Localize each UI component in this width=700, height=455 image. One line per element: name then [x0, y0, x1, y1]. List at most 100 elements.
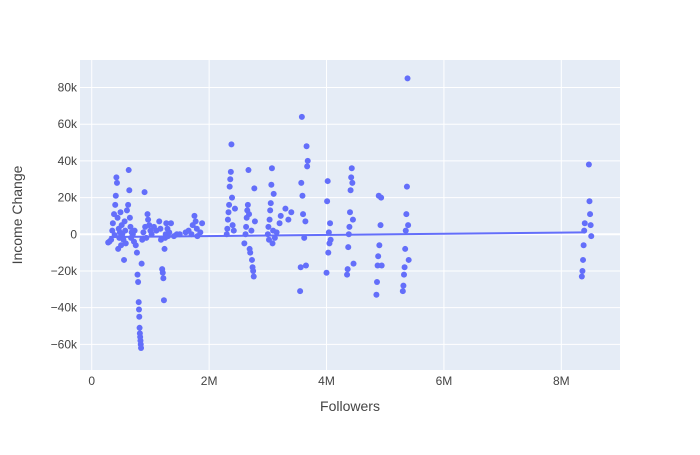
data-point	[282, 205, 289, 212]
data-point	[405, 222, 412, 229]
data-point	[224, 225, 231, 232]
data-point	[285, 216, 292, 223]
data-point	[127, 223, 134, 230]
data-point	[347, 187, 354, 194]
data-point	[267, 207, 274, 214]
data-point	[133, 249, 140, 256]
data-point	[374, 262, 381, 269]
data-point	[346, 223, 353, 230]
data-point	[324, 178, 331, 185]
data-point	[350, 260, 357, 267]
y-tick-labels: −60k −40k −20k 0 20k 40k 60k 80k	[51, 81, 78, 352]
data-point	[581, 220, 588, 227]
data-point	[268, 165, 275, 172]
data-point	[125, 201, 132, 208]
data-point	[585, 161, 592, 168]
data-point	[344, 271, 351, 278]
data-point	[581, 227, 588, 234]
x-tick-label: 2M	[201, 374, 218, 388]
data-point	[113, 179, 120, 186]
data-point	[302, 262, 309, 269]
data-point	[324, 198, 331, 205]
data-point	[276, 220, 283, 227]
data-point	[144, 211, 151, 218]
data-point	[161, 245, 168, 252]
data-point	[580, 256, 587, 263]
data-point	[121, 256, 128, 263]
data-point	[148, 231, 155, 238]
data-point	[231, 205, 238, 212]
data-point	[226, 183, 233, 190]
data-point	[251, 218, 258, 225]
data-point	[378, 262, 385, 269]
data-point	[114, 214, 121, 221]
data-point	[304, 157, 311, 164]
data-point	[248, 227, 255, 234]
data-point	[375, 253, 382, 260]
data-point	[241, 240, 248, 247]
data-point	[302, 218, 309, 225]
data-point	[242, 231, 249, 238]
x-tick-label: 4M	[318, 374, 335, 388]
data-point	[111, 232, 118, 239]
data-point	[400, 282, 407, 289]
data-point	[134, 271, 141, 278]
data-point	[191, 212, 198, 219]
data-point	[192, 218, 199, 225]
data-point	[199, 220, 206, 227]
data-point	[378, 194, 385, 201]
data-point	[267, 200, 274, 207]
data-point	[374, 278, 380, 285]
data-point	[269, 240, 276, 247]
data-point	[126, 187, 133, 194]
data-point	[176, 231, 183, 238]
data-point	[136, 313, 143, 320]
x-axis-title: Followers	[320, 398, 380, 414]
data-point	[277, 212, 284, 219]
data-point	[230, 227, 237, 234]
data-point	[405, 256, 412, 263]
data-point	[345, 231, 352, 238]
data-point	[578, 273, 585, 280]
data-point	[403, 211, 410, 218]
data-point	[166, 229, 173, 236]
data-point	[145, 216, 152, 223]
data-point	[299, 192, 306, 199]
data-point	[376, 242, 383, 249]
y-tick-label: −40k	[51, 301, 78, 315]
data-point	[163, 220, 170, 227]
data-point	[580, 242, 587, 249]
data-point	[138, 344, 145, 351]
data-point	[402, 227, 409, 234]
data-point	[138, 260, 145, 267]
data-point	[403, 183, 410, 190]
data-point	[251, 185, 258, 192]
data-point	[159, 269, 166, 276]
data-point	[112, 192, 119, 199]
data-point	[126, 214, 133, 221]
data-point	[113, 174, 120, 181]
x-tick-labels: 0 2M 4M 6M 8M	[88, 374, 569, 388]
data-point	[246, 211, 253, 218]
data-point	[245, 167, 252, 174]
data-point	[226, 201, 233, 208]
data-point	[373, 291, 380, 298]
data-point	[297, 264, 304, 271]
data-point	[348, 165, 355, 172]
data-point	[156, 218, 163, 225]
data-point	[303, 143, 310, 150]
data-point	[112, 201, 119, 208]
data-point	[135, 306, 142, 313]
data-point	[344, 266, 351, 273]
data-point	[140, 229, 147, 236]
data-point	[327, 220, 334, 227]
data-point	[123, 207, 130, 214]
data-point	[141, 189, 148, 196]
data-point	[109, 227, 116, 234]
data-point	[327, 236, 334, 243]
data-point	[229, 222, 236, 229]
data-point	[301, 234, 308, 241]
data-point	[223, 231, 230, 238]
data-point	[288, 209, 295, 216]
